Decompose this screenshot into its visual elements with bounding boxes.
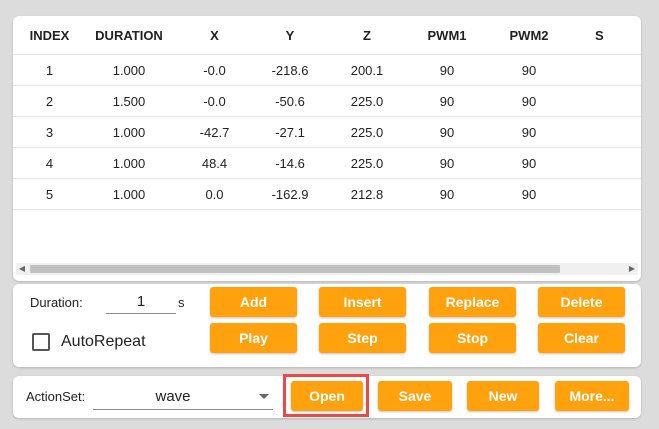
actionset-panel: ActionSet: wave Open Save New More... <box>13 376 641 418</box>
clear-button[interactable]: Clear <box>538 323 625 353</box>
autorepeat-checkbox[interactable] <box>32 333 50 351</box>
cell-y: -162.9 <box>257 178 323 210</box>
cell-x: -0.0 <box>172 85 257 117</box>
cell-pwm2: 90 <box>483 147 575 179</box>
cell-z: 225.0 <box>323 147 411 179</box>
table-row[interactable]: 2 1.500 -0.0 -50.6 225.0 90 90 <box>13 85 641 117</box>
cell-duration: 1.000 <box>86 116 172 148</box>
cell-pwm2: 90 <box>483 116 575 148</box>
column-header-x[interactable]: X <box>172 16 257 55</box>
save-button[interactable]: Save <box>378 381 452 411</box>
stop-button[interactable]: Stop <box>429 323 516 353</box>
cell-duration: 1.000 <box>86 54 172 86</box>
table-row[interactable]: 4 1.000 48.4 -14.6 225.0 90 90 <box>13 147 641 179</box>
cell-index: 5 <box>13 178 86 210</box>
dropdown-caret-icon <box>259 394 269 399</box>
column-header-z[interactable]: Z <box>323 16 411 55</box>
cell-y: -50.6 <box>257 85 323 117</box>
table-row[interactable]: 3 1.000 -42.7 -27.1 225.0 90 90 <box>13 116 641 148</box>
action-table-panel: INDEX DURATION X Y Z PWM1 PWM2 S 1 1.000… <box>13 16 641 281</box>
cell-z: 225.0 <box>323 116 411 148</box>
action-table: INDEX DURATION X Y Z PWM1 PWM2 S 1 1.000… <box>13 16 641 210</box>
cell-index: 2 <box>13 85 86 117</box>
column-header-duration[interactable]: DURATION <box>86 16 172 55</box>
cell-y: -27.1 <box>257 116 323 148</box>
table-header-row: INDEX DURATION X Y Z PWM1 PWM2 S <box>13 16 641 55</box>
play-button[interactable]: Play <box>210 323 297 353</box>
delete-button[interactable]: Delete <box>538 287 625 317</box>
cell-pwm1: 90 <box>411 147 483 179</box>
cell-x: 48.4 <box>172 147 257 179</box>
actionset-select[interactable]: wave <box>93 383 273 410</box>
cell-pwm1: 90 <box>411 116 483 148</box>
cell-y: -14.6 <box>257 147 323 179</box>
cell-empty <box>575 85 641 117</box>
cell-empty <box>575 147 641 179</box>
cell-index: 1 <box>13 54 86 86</box>
add-button[interactable]: Add <box>210 287 297 317</box>
scrollbar-thumb[interactable] <box>30 265 560 273</box>
scroll-left-arrow-icon[interactable]: ◀ <box>18 264 26 273</box>
open-button-highlight <box>283 374 369 417</box>
cell-duration: 1.000 <box>86 147 172 179</box>
cell-pwm1: 90 <box>411 178 483 210</box>
autorepeat-label: AutoRepeat <box>61 333 146 350</box>
cell-x: -42.7 <box>172 116 257 148</box>
table-row[interactable]: 1 1.000 -0.0 -218.6 200.1 90 90 <box>13 54 641 86</box>
cell-y: -218.6 <box>257 54 323 86</box>
cell-duration: 1.000 <box>86 178 172 210</box>
column-header-s[interactable]: S <box>575 16 641 55</box>
column-header-y[interactable]: Y <box>257 16 323 55</box>
cell-index: 3 <box>13 116 86 148</box>
cell-empty <box>575 178 641 210</box>
duration-unit: s <box>178 295 185 310</box>
step-button[interactable]: Step <box>319 323 406 353</box>
controls-panel: Duration: s AutoRepeat Add Insert Replac… <box>13 284 641 367</box>
cell-duration: 1.500 <box>86 85 172 117</box>
column-header-index[interactable]: INDEX <box>13 16 86 55</box>
open-button[interactable]: Open <box>291 381 363 411</box>
replace-button[interactable]: Replace <box>429 287 516 317</box>
duration-input[interactable] <box>106 289 176 314</box>
cell-pwm2: 90 <box>483 178 575 210</box>
cell-z: 212.8 <box>323 178 411 210</box>
more-button[interactable]: More... <box>555 381 629 411</box>
cell-empty <box>575 54 641 86</box>
scroll-right-arrow-icon[interactable]: ▶ <box>628 264 636 273</box>
column-header-pwm1[interactable]: PWM1 <box>411 16 483 55</box>
horizontal-scrollbar[interactable]: ◀ ▶ <box>16 263 638 275</box>
table-row[interactable]: 5 1.000 0.0 -162.9 212.8 90 90 <box>13 178 641 210</box>
actionset-label: ActionSet: <box>26 389 86 404</box>
cell-pwm1: 90 <box>411 85 483 117</box>
insert-button[interactable]: Insert <box>319 287 406 317</box>
cell-pwm2: 90 <box>483 54 575 86</box>
new-button[interactable]: New <box>467 381 539 411</box>
cell-index: 4 <box>13 147 86 179</box>
actionset-selected-value: wave <box>155 388 191 405</box>
cell-pwm1: 90 <box>411 54 483 86</box>
cell-pwm2: 90 <box>483 85 575 117</box>
cell-x: 0.0 <box>172 178 257 210</box>
cell-z: 225.0 <box>323 85 411 117</box>
cell-x: -0.0 <box>172 54 257 86</box>
cell-z: 200.1 <box>323 54 411 86</box>
duration-label: Duration: <box>30 295 83 310</box>
column-header-pwm2[interactable]: PWM2 <box>483 16 575 55</box>
cell-empty <box>575 116 641 148</box>
